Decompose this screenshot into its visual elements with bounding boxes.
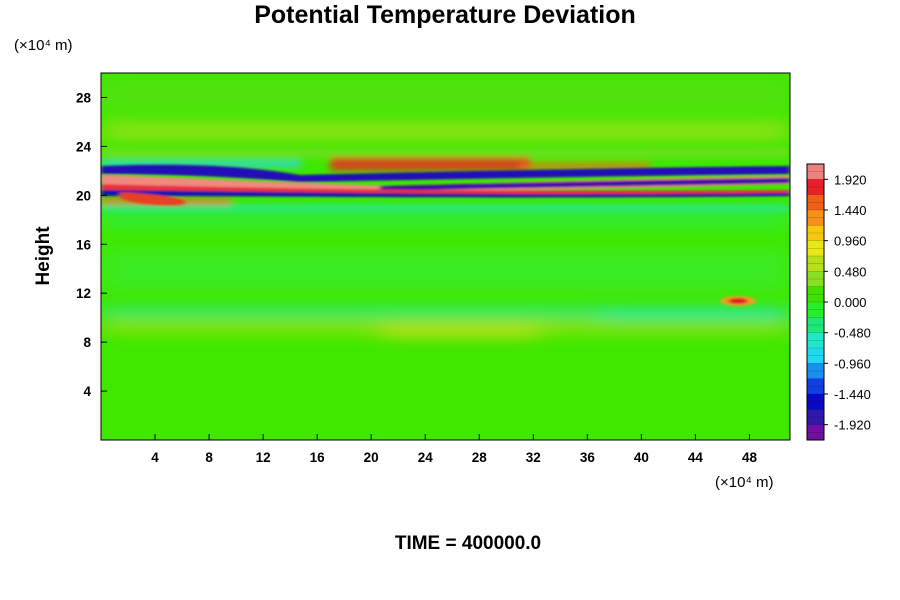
colorbar-swatch <box>807 332 824 349</box>
y-unit-label: (×10⁴ m) <box>14 37 73 54</box>
y-tick-label: 20 <box>76 188 91 203</box>
plot-frame <box>100 72 791 441</box>
x-tick-label: 48 <box>742 450 758 465</box>
colorbar-swatch <box>807 363 824 380</box>
warm-spot <box>720 296 756 306</box>
colorbar-label: -0.480 <box>834 326 871 341</box>
colorbar-swatch <box>807 271 824 288</box>
colorbar-label: 0.480 <box>834 264 867 279</box>
colorbar: 1.920 1.440 0.960 0.480 0.000 -0.480 -0.960 -1.… <box>806 163 871 441</box>
background-variations <box>101 80 790 340</box>
y-axis: 4 8 12 16 20 24 28 <box>76 90 107 399</box>
y-tick-label: 16 <box>76 237 92 252</box>
colorbar-swatch <box>807 317 824 334</box>
y-tick-label: 12 <box>76 286 91 301</box>
colorbar-swatch <box>807 424 824 441</box>
colorbar-label: 0.960 <box>834 234 867 249</box>
x-tick-label: 44 <box>688 450 704 465</box>
x-unit-label: (×10⁴ m) <box>715 474 774 491</box>
colorbar-swatch <box>807 256 824 272</box>
x-tick-label: 4 <box>151 450 159 465</box>
colorbar-swatch <box>807 394 824 410</box>
x-tick-label: 12 <box>256 450 271 465</box>
x-tick-label: 36 <box>580 450 596 465</box>
plot-area <box>101 73 790 440</box>
colorbar-swatch <box>807 378 824 395</box>
colorbar-label: 1.920 <box>834 172 867 187</box>
colorbar-label: 0.000 <box>834 295 867 310</box>
colorbar-label: -1.920 <box>834 418 871 433</box>
colorbar-swatch <box>807 225 824 242</box>
x-tick-label: 20 <box>364 450 379 465</box>
colorbar-swatch <box>807 348 824 364</box>
colorbar-swatch <box>807 164 824 180</box>
colorbar-swatch <box>807 240 824 257</box>
colorbar-swatch <box>807 210 824 226</box>
time-label: TIME = 400000.0 <box>395 533 541 554</box>
chart-title: Potential Temperature Deviation <box>254 1 636 29</box>
upper-band <box>101 164 790 206</box>
y-tick-label: 8 <box>83 335 91 350</box>
x-tick-label: 40 <box>634 450 649 465</box>
x-tick-label: 32 <box>526 450 541 465</box>
x-tick-label: 24 <box>418 450 434 465</box>
colorbar-label: -1.440 <box>834 387 871 402</box>
colorbar-label: -0.960 <box>834 356 871 371</box>
colorbar-swatch <box>807 302 824 318</box>
y-tick-label: 24 <box>76 139 92 154</box>
x-axis: 4 8 12 16 20 24 28 32 36 40 44 48 <box>151 434 757 465</box>
y-tick-label: 4 <box>83 384 91 399</box>
colorbar-swatch <box>807 409 824 426</box>
x-tick-label: 16 <box>310 450 326 465</box>
colorbar-swatch <box>807 194 824 211</box>
colorbar-swatch <box>807 286 824 303</box>
colorbar-label: 1.440 <box>834 203 867 218</box>
y-axis-label: Height <box>33 226 54 286</box>
x-tick-label: 8 <box>205 450 213 465</box>
y-tick-label: 28 <box>76 90 92 105</box>
x-tick-label: 28 <box>472 450 488 465</box>
colorbar-swatch <box>807 179 824 196</box>
